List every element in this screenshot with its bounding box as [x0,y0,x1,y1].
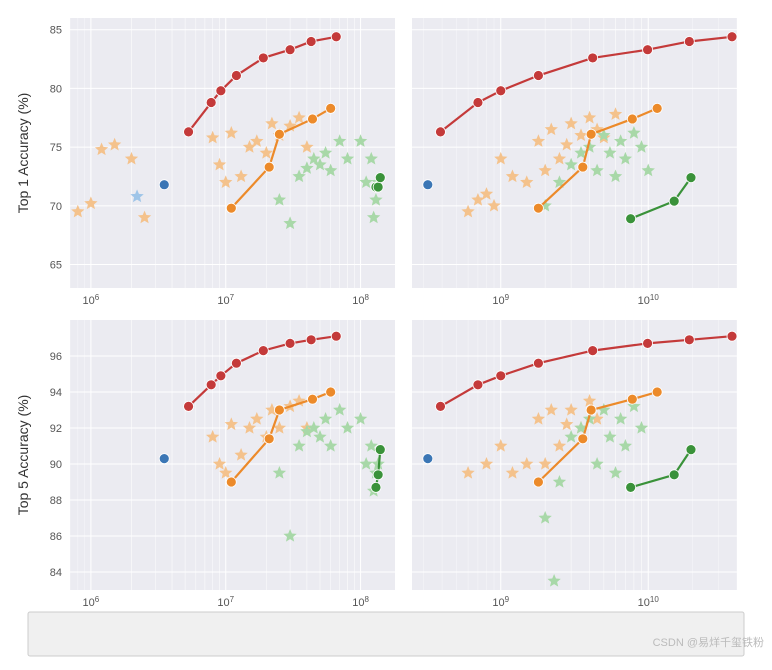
svg-text:108: 108 [352,293,369,308]
svg-text:96: 96 [50,351,62,363]
svg-text:94: 94 [50,387,62,399]
svg-text:92: 92 [50,423,62,435]
svg-text:85: 85 [50,25,62,37]
svg-text:75: 75 [50,142,62,154]
svg-text:107: 107 [217,293,234,308]
svg-text:106: 106 [83,293,100,308]
svg-text:107: 107 [217,595,234,610]
svg-text:80: 80 [50,83,62,95]
svg-text:Top 5 Accuracy (%): Top 5 Accuracy (%) [15,395,31,516]
svg-text:106: 106 [83,595,100,610]
svg-text:1010: 1010 [638,293,660,308]
svg-text:70: 70 [50,201,62,213]
svg-text:109: 109 [492,293,509,308]
svg-text:90: 90 [50,459,62,471]
svg-text:86: 86 [50,531,62,543]
svg-text:84: 84 [50,567,62,579]
svg-text:88: 88 [50,495,62,507]
chart-container: 65 70 75 80 85 106 107 108 Top 1 Accuracy (%) 109… [0,0,772,670]
svg-text:Top 1 Accuracy (%): Top 1 Accuracy (%) [15,93,31,214]
svg-text:1010: 1010 [638,595,660,610]
svg-text:109: 109 [492,595,509,610]
svg-text:65: 65 [50,260,62,272]
svg-text:108: 108 [352,595,369,610]
watermark: CSDN @易烊千玺铁粉 [653,634,764,650]
chart-svg: 65 70 75 80 85 106 107 108 Top 1 Accuracy (%) 109… [0,0,772,670]
